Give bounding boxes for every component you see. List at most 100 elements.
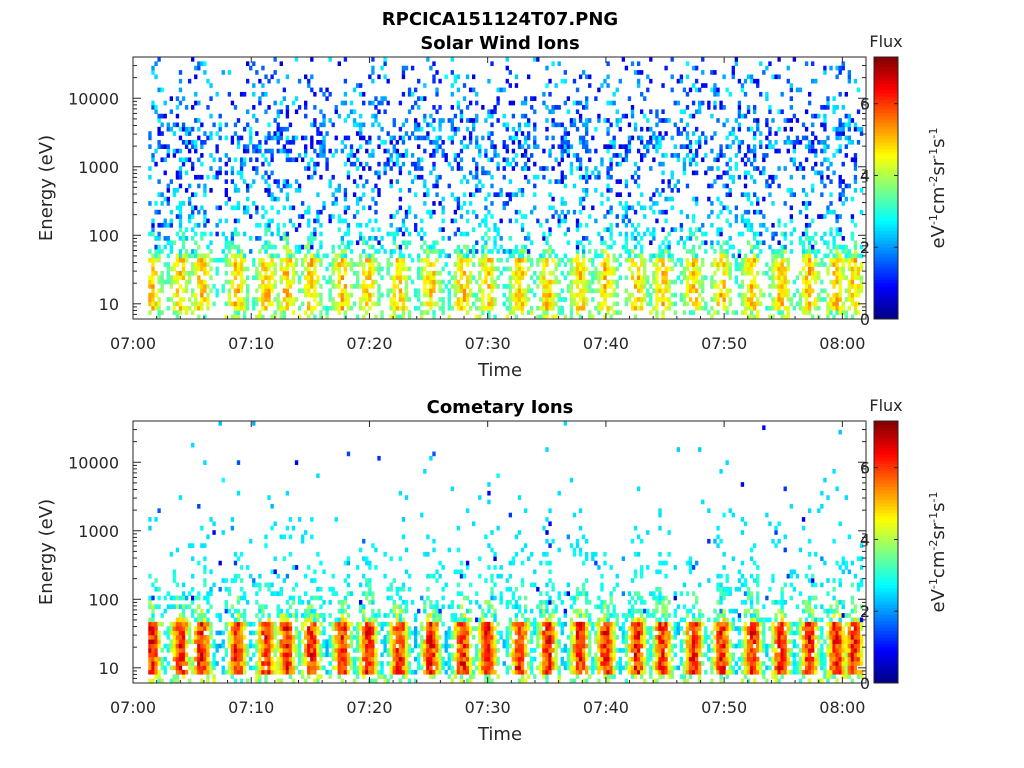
heatmap-cell <box>630 292 635 298</box>
heatmap-cell <box>615 222 619 228</box>
heatmap-cell <box>759 292 763 298</box>
heatmap-cell <box>603 78 607 84</box>
heatmap-cell <box>172 266 177 272</box>
heatmap-cell <box>267 188 271 193</box>
heatmap-cell <box>835 214 839 219</box>
heatmap-cell <box>725 135 729 141</box>
heatmap-cell <box>343 266 348 272</box>
heatmap-cell <box>175 122 180 128</box>
heatmap-cell <box>789 240 793 246</box>
heatmap-cell <box>685 91 690 97</box>
heatmap-cell <box>792 57 797 62</box>
heatmap-cell <box>233 314 238 320</box>
heatmap-cell <box>310 305 314 311</box>
heatmap-cell <box>780 275 784 280</box>
heatmap-cell <box>423 301 427 307</box>
heatmap-cell <box>588 214 592 219</box>
heatmap-cell <box>236 573 241 579</box>
heatmap-cell <box>759 61 763 67</box>
heatmap-cell <box>203 617 207 623</box>
heatmap-cell <box>187 543 192 548</box>
heatmap-cell <box>633 209 638 215</box>
colorbar-segment <box>874 207 898 212</box>
heatmap-cell <box>737 126 742 132</box>
heatmap-cell <box>328 292 332 298</box>
heatmap-cell <box>606 227 610 232</box>
heatmap-cell <box>548 284 552 289</box>
heatmap-cell <box>704 135 708 141</box>
heatmap-cell <box>777 183 781 189</box>
heatmap-cell <box>178 100 183 106</box>
heatmap-cell <box>279 188 283 193</box>
heatmap-cell <box>362 305 366 311</box>
heatmap-cell <box>438 227 442 232</box>
heatmap-cell <box>230 244 235 250</box>
heatmap-cell <box>178 648 183 653</box>
heatmap-cell <box>716 174 720 180</box>
heatmap-cell <box>374 249 378 254</box>
heatmap-cell <box>227 621 232 627</box>
heatmap-cell <box>762 70 766 75</box>
heatmap-cell <box>191 608 195 614</box>
heatmap-cell <box>649 292 653 298</box>
heatmap-cell <box>691 275 696 280</box>
heatmap-cell <box>340 257 345 263</box>
heatmap-cell <box>258 297 262 302</box>
heatmap-cell <box>285 183 290 189</box>
heatmap-cell <box>468 118 473 123</box>
heatmap-cell <box>624 297 629 302</box>
heatmap-cell <box>181 639 186 644</box>
heatmap-cell <box>258 144 262 149</box>
heatmap-cell <box>780 279 784 285</box>
heatmap-cell <box>807 249 812 254</box>
heatmap-cell <box>261 314 265 320</box>
heatmap-cell <box>578 297 583 302</box>
heatmap-cell <box>206 617 210 623</box>
heatmap-cell <box>432 279 436 285</box>
heatmap-cell <box>264 262 268 267</box>
heatmap-cell <box>386 78 390 84</box>
heatmap-cell <box>334 305 338 311</box>
heatmap-cell <box>780 301 784 307</box>
heatmap-cell <box>749 270 754 276</box>
heatmap-cell <box>377 174 381 180</box>
heatmap-cell <box>630 257 635 263</box>
heatmap-cell <box>459 214 464 219</box>
heatmap-cell <box>734 262 739 267</box>
heatmap-cell <box>169 279 173 285</box>
heatmap-cell <box>786 292 790 298</box>
heatmap-cell <box>172 192 177 198</box>
heatmap-cell <box>624 301 629 307</box>
heatmap-cell <box>753 231 757 237</box>
heatmap-cell <box>359 161 363 167</box>
heatmap-cell <box>719 201 723 206</box>
heatmap-cell <box>545 118 549 123</box>
heatmap-cell <box>624 144 629 149</box>
heatmap-cell <box>404 288 409 294</box>
heatmap-cell <box>169 240 173 246</box>
colorbar-segment <box>874 70 898 74</box>
heatmap-cell <box>432 275 436 280</box>
heatmap-cell <box>184 188 189 193</box>
heatmap-cell <box>633 314 638 320</box>
heatmap-cell <box>340 148 345 154</box>
heatmap-cell <box>148 249 152 254</box>
heatmap-cell <box>392 284 396 289</box>
heatmap-cell <box>618 144 622 149</box>
heatmap-cell <box>148 621 152 627</box>
heatmap-cell <box>658 144 662 149</box>
heatmap-cell <box>160 275 164 280</box>
heatmap-cell <box>337 113 341 119</box>
heatmap-cell <box>817 270 821 276</box>
heatmap-cell <box>566 284 571 289</box>
heatmap-cell <box>209 630 213 636</box>
heatmap-cell <box>493 244 497 250</box>
heatmap-cell <box>578 139 583 145</box>
heatmap-cell <box>371 70 375 75</box>
heatmap-cell <box>859 275 864 280</box>
heatmap-cell <box>377 144 381 149</box>
heatmap-cell <box>377 288 381 294</box>
heatmap-cell <box>187 604 192 610</box>
heatmap-cell <box>774 74 778 80</box>
heatmap-cell <box>688 148 693 154</box>
